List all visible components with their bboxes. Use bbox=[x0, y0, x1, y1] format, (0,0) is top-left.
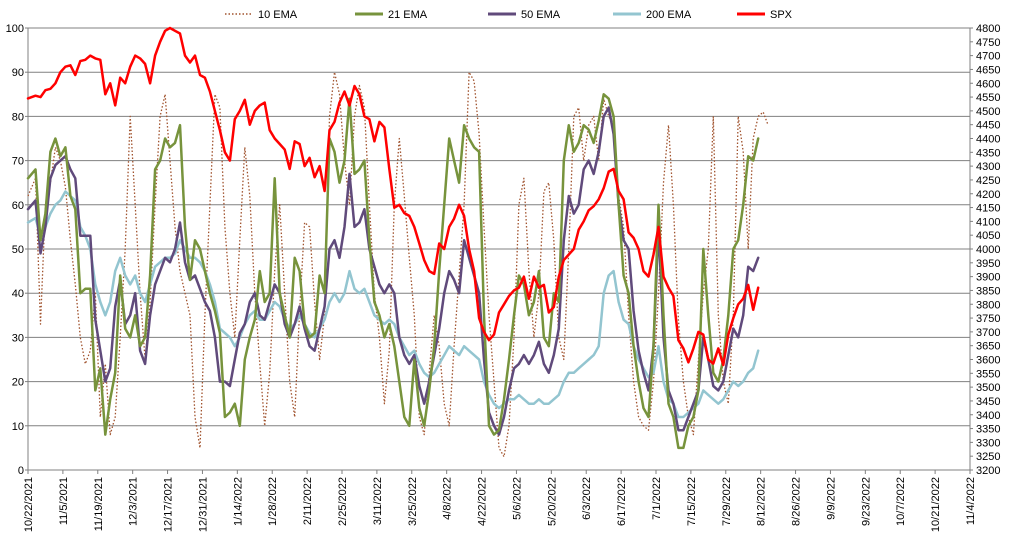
right-tick-label: 3300 bbox=[976, 437, 1000, 449]
x-tick-label: 7/15/2022 bbox=[686, 477, 698, 526]
right-tick-label: 4150 bbox=[976, 203, 1000, 215]
x-tick-label: 5/6/2022 bbox=[511, 477, 523, 520]
left-axis: 0 10 20 30 40 50 60 70 80 90 100 bbox=[6, 23, 28, 477]
right-tick-label: 3950 bbox=[976, 258, 1000, 270]
left-tick-label: 10 bbox=[12, 421, 24, 433]
right-tick-label: 4300 bbox=[976, 161, 1000, 173]
right-tick-label: 3750 bbox=[976, 313, 1000, 325]
x-tick-label: 4/8/2022 bbox=[442, 477, 454, 520]
right-tick-label: 4500 bbox=[976, 106, 1000, 118]
legend-label: 10 EMA bbox=[258, 9, 298, 21]
x-tick-label: 1/14/2022 bbox=[232, 477, 244, 526]
right-tick-label: 4250 bbox=[976, 175, 1000, 187]
left-tick-label: 20 bbox=[12, 377, 24, 389]
x-tick-label: 8/12/2022 bbox=[756, 477, 768, 526]
left-tick-label: 70 bbox=[12, 156, 24, 168]
left-tick-label: 100 bbox=[6, 23, 24, 35]
x-tick-label: 2/11/2022 bbox=[302, 477, 314, 525]
x-tick-label: 12/17/2021 bbox=[163, 477, 175, 532]
x-tick-label: 11/19/2021 bbox=[93, 477, 105, 531]
right-tick-label: 3600 bbox=[976, 355, 1000, 367]
x-tick-label: 11/5/2021 bbox=[58, 477, 70, 525]
right-tick-label: 3450 bbox=[976, 396, 1000, 408]
x-tick-label: 12/3/2021 bbox=[128, 477, 140, 526]
x-tick-label: 3/11/2022 bbox=[372, 477, 384, 525]
right-tick-label: 4600 bbox=[976, 78, 1000, 90]
right-tick-label: 3650 bbox=[976, 341, 1000, 353]
right-tick-label: 3700 bbox=[976, 327, 1000, 339]
right-tick-label: 4200 bbox=[976, 189, 1000, 201]
legend-label: 50 EMA bbox=[521, 9, 561, 21]
right-tick-label: 4100 bbox=[976, 216, 1000, 228]
x-tick-label: 6/3/2022 bbox=[581, 477, 593, 520]
x-tick-label: 10/7/2022 bbox=[895, 477, 907, 526]
right-tick-label: 3400 bbox=[976, 410, 1000, 422]
x-tick-label: 8/26/2022 bbox=[791, 477, 803, 526]
series-line-200-ema bbox=[26, 190, 760, 419]
series-line-spx bbox=[26, 26, 760, 367]
left-tick-label: 60 bbox=[12, 200, 24, 212]
series-line-10-ema bbox=[27, 71, 769, 458]
left-tick-label: 80 bbox=[12, 111, 24, 123]
right-tick-label: 4400 bbox=[976, 134, 1000, 146]
right-tick-label: 4050 bbox=[976, 230, 1000, 242]
series-layer bbox=[26, 26, 769, 458]
right-tick-label: 3850 bbox=[976, 285, 1000, 297]
right-tick-label: 3200 bbox=[976, 465, 1000, 477]
left-tick-label: 50 bbox=[12, 244, 24, 256]
right-tick-label: 4350 bbox=[976, 147, 1000, 159]
right-tick-label: 3350 bbox=[976, 424, 1000, 436]
x-tick-label: 6/17/2022 bbox=[616, 477, 628, 526]
right-tick-label: 4450 bbox=[976, 120, 1000, 132]
right-tick-label: 4550 bbox=[976, 92, 1000, 104]
right-tick-label: 4750 bbox=[976, 37, 1000, 49]
right-tick-label: 3500 bbox=[976, 382, 1000, 394]
series-line-21-ema bbox=[26, 93, 760, 450]
x-tick-label: 1/28/2022 bbox=[267, 477, 279, 526]
x-tick-label: 7/1/2022 bbox=[651, 477, 663, 520]
right-tick-label: 3250 bbox=[976, 451, 1000, 463]
x-axis: 10/22/2021 11/5/2021 11/19/2021 12/3/2021 12… bbox=[23, 470, 977, 532]
x-tick-label: 11/4/2022 bbox=[965, 477, 977, 525]
series-line-50-ema bbox=[26, 106, 760, 436]
left-tick-label: 30 bbox=[12, 332, 24, 344]
right-tick-label: 4000 bbox=[976, 244, 1000, 256]
x-tick-label: 7/29/2022 bbox=[721, 477, 733, 526]
x-tick-label: 9/9/2022 bbox=[825, 477, 837, 520]
right-tick-label: 4700 bbox=[976, 51, 1000, 63]
legend-label: SPX bbox=[770, 9, 793, 21]
x-tick-label: 9/23/2022 bbox=[860, 477, 872, 526]
x-tick-label: 4/22/2022 bbox=[477, 477, 489, 526]
legend: 10 EMA 21 EMA 50 EMA 200 EMA SPX bbox=[225, 9, 793, 21]
right-tick-label: 4800 bbox=[976, 23, 1000, 35]
right-tick-label: 3550 bbox=[976, 368, 1000, 380]
x-tick-label: 2/25/2022 bbox=[337, 477, 349, 526]
legend-label: 21 EMA bbox=[388, 9, 428, 21]
legend-label: 200 EMA bbox=[646, 9, 692, 21]
x-tick-label: 12/31/2021 bbox=[197, 477, 209, 532]
left-tick-label: 40 bbox=[12, 288, 24, 300]
right-tick-label: 3800 bbox=[976, 299, 1000, 311]
x-tick-label: 10/22/2021 bbox=[23, 477, 35, 532]
x-tick-label: 3/25/2022 bbox=[407, 477, 419, 526]
right-tick-label: 3900 bbox=[976, 272, 1000, 284]
left-tick-label: 90 bbox=[12, 67, 24, 79]
right-tick-label: 4650 bbox=[976, 64, 1000, 76]
x-tick-label: 10/21/2022 bbox=[930, 477, 942, 532]
left-tick-label: 0 bbox=[18, 465, 24, 477]
x-tick-label: 5/20/2022 bbox=[546, 477, 558, 526]
